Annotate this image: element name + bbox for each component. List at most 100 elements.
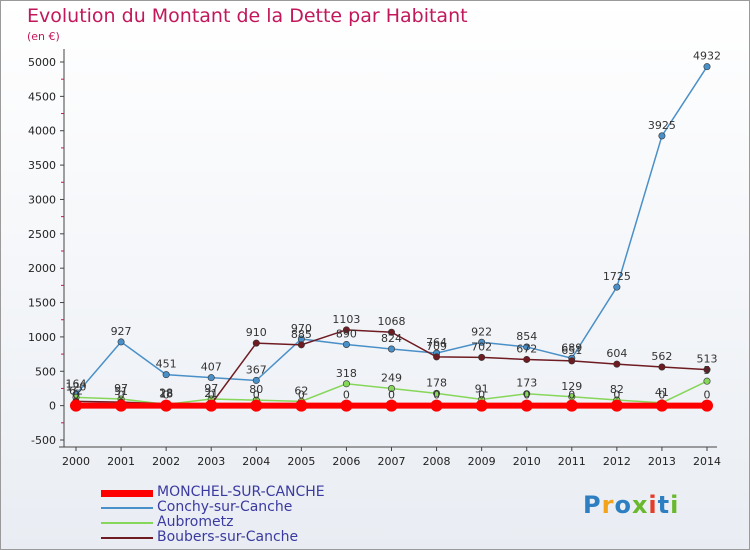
data-point-3 [703, 366, 711, 374]
data-label: 18 [159, 387, 173, 400]
data-point-main [655, 399, 668, 412]
data-label: 5 [704, 364, 711, 377]
x-tick-label: 2005 [287, 455, 315, 468]
x-tick-label: 2012 [603, 455, 631, 468]
data-point-main [520, 399, 533, 412]
logo-letter: x [631, 491, 649, 519]
data-label: 0 [658, 389, 665, 402]
x-tick-label: 2008 [423, 455, 451, 468]
data-label: 970 [291, 322, 312, 335]
data-point-1 [387, 345, 395, 353]
chart-title: Evolution du Montant de la Dette par Hab… [27, 5, 468, 27]
data-point-1 [207, 374, 215, 382]
data-point-main [70, 399, 82, 412]
data-label: 41 [655, 386, 669, 399]
data-point-main [610, 399, 623, 412]
data-point-main [701, 399, 713, 412]
data-label: 62 [294, 384, 308, 397]
x-tick-label: 2000 [62, 455, 90, 468]
data-label: 178 [426, 376, 447, 389]
data-label: 910 [246, 326, 267, 339]
data-label: 21 [204, 387, 218, 400]
data-label: 604 [606, 347, 627, 360]
data-label: 709 [426, 340, 447, 353]
data-label: 0 [478, 389, 485, 402]
proxiti-logo: Proxiti [583, 491, 679, 519]
data-label: 1725 [603, 270, 631, 283]
logo-letter: P [583, 491, 602, 519]
data-label: 318 [336, 367, 357, 380]
data-point-3 [568, 357, 576, 365]
data-point-2 [523, 390, 531, 398]
data-point-3 [433, 353, 441, 361]
data-point-1 [478, 338, 486, 346]
data-point-main [295, 399, 308, 412]
x-tick-label: 2003 [197, 455, 225, 468]
logo-letter: r [601, 491, 615, 519]
y-tick-label: -500 [31, 434, 56, 447]
x-tick-label: 2010 [513, 455, 541, 468]
data-point-1 [703, 63, 711, 71]
data-point-3 [387, 328, 395, 336]
data-point-3 [613, 360, 621, 368]
data-label: 97 [114, 382, 128, 395]
data-label: 0 [613, 389, 620, 402]
legend-label: Conchy-sur-Canche [157, 499, 293, 515]
data-point-1 [342, 340, 350, 348]
data-label: 367 [246, 363, 267, 376]
x-tick-label: 2001 [107, 455, 135, 468]
logo-letter: t [657, 491, 671, 519]
data-label: 562 [651, 350, 672, 363]
data-point-2 [703, 377, 711, 385]
data-point-main [340, 399, 353, 412]
legend-item: Boubers-sur-Canche [101, 529, 421, 545]
data-label: 1103 [332, 313, 360, 326]
data-point-2 [387, 385, 395, 393]
y-tick-label: 3000 [28, 193, 56, 206]
data-label: 4932 [693, 50, 721, 63]
unit-label: (en €) [27, 30, 60, 43]
logo-letter: i [648, 491, 658, 519]
data-point-3 [342, 326, 350, 334]
x-tick-label: 2011 [558, 455, 586, 468]
data-point-3 [252, 339, 260, 347]
x-tick-label: 2014 [693, 455, 721, 468]
data-point-main [250, 399, 263, 412]
y-tick-label: 1500 [28, 297, 56, 310]
data-point-main [160, 399, 173, 412]
data-label: 164 [66, 377, 87, 390]
legend-item: Conchy-sur-Canche [101, 499, 421, 515]
data-point-3 [297, 341, 305, 349]
data-point-main [430, 399, 443, 412]
data-label: 513 [697, 353, 718, 366]
data-point-1 [523, 343, 531, 351]
data-label: 885 [291, 328, 312, 341]
data-label: 890 [336, 327, 357, 340]
x-tick-label: 2007 [378, 455, 406, 468]
legend-swatch [101, 507, 153, 509]
data-label: 0 [208, 389, 215, 402]
data-label: 120 [66, 380, 87, 393]
data-label: 28 [159, 387, 173, 400]
data-label: 0 [343, 389, 350, 402]
legend-swatch [101, 537, 153, 539]
logo-letter: o [614, 491, 632, 519]
legend-label: MONCHEL-SUR-CANCHE [157, 484, 325, 500]
data-label: 0 [433, 389, 440, 402]
data-label: 249 [381, 372, 402, 385]
data-label: 0 [73, 389, 80, 402]
data-point-main [115, 399, 128, 412]
data-label: 97 [204, 382, 218, 395]
data-label: 824 [381, 332, 402, 345]
x-tick-label: 2009 [468, 455, 496, 468]
legend-item: Aubrometz [101, 514, 421, 530]
x-tick-label: 2004 [242, 455, 270, 468]
data-label: 0 [388, 389, 395, 402]
data-label: 0 [704, 389, 711, 402]
data-label: 927 [111, 325, 132, 338]
data-label: 0 [163, 389, 170, 402]
data-label: 0 [298, 389, 305, 402]
data-label: 80 [249, 383, 263, 396]
y-tick-label: 500 [35, 365, 56, 378]
